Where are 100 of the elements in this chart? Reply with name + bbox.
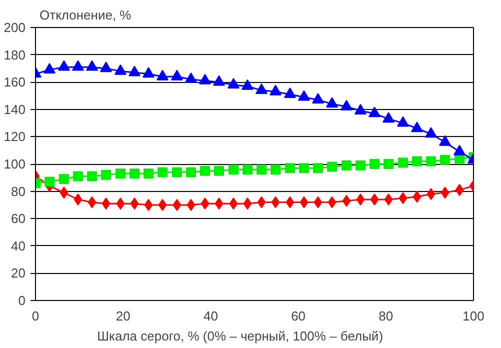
point — [116, 198, 125, 210]
point — [356, 193, 365, 206]
point — [228, 164, 238, 174]
point — [284, 163, 295, 174]
point — [199, 74, 212, 84]
point — [355, 160, 366, 170]
point — [425, 127, 438, 138]
point — [271, 196, 280, 208]
point — [370, 159, 380, 169]
point — [72, 171, 83, 182]
point — [214, 166, 224, 176]
x-tick-label: 60 — [291, 308, 306, 324]
point — [314, 196, 322, 208]
point — [284, 88, 296, 98]
point — [130, 198, 139, 210]
point — [58, 60, 70, 71]
point — [213, 75, 226, 86]
point — [426, 156, 436, 166]
point — [411, 122, 423, 132]
point — [398, 158, 408, 168]
point — [384, 193, 393, 206]
point — [368, 106, 381, 118]
point — [341, 160, 352, 170]
point — [298, 90, 310, 101]
point — [286, 196, 294, 208]
point — [44, 62, 56, 74]
point — [453, 144, 466, 156]
point — [128, 66, 140, 76]
y-tick-label: 20 — [11, 266, 26, 281]
point — [60, 186, 68, 199]
y-tick-label: 100 — [4, 156, 26, 172]
point — [313, 163, 324, 174]
point — [74, 193, 82, 206]
y-tick-label: 40 — [11, 238, 26, 254]
point — [312, 92, 324, 104]
point — [300, 196, 308, 208]
point — [256, 164, 267, 174]
point — [342, 194, 351, 207]
y-tick-label: 80 — [11, 184, 26, 199]
x-tick-label: 40 — [203, 308, 218, 324]
point — [439, 135, 452, 146]
y-tick-label: 60 — [11, 211, 26, 226]
point — [100, 62, 112, 72]
point — [257, 196, 266, 208]
point — [172, 198, 182, 211]
point — [102, 198, 110, 210]
y-tick-label: 160 — [4, 74, 26, 90]
point — [72, 60, 84, 71]
y-tick-label: 120 — [4, 129, 26, 144]
point — [156, 70, 169, 80]
point — [384, 159, 394, 169]
point — [144, 168, 154, 179]
point — [170, 70, 183, 80]
point — [200, 166, 210, 176]
point — [396, 116, 409, 127]
point — [158, 198, 167, 211]
point — [440, 154, 450, 165]
point — [158, 167, 168, 178]
y-tick-label: 180 — [4, 47, 26, 62]
point — [186, 198, 196, 211]
point — [242, 164, 252, 174]
point — [227, 78, 240, 89]
y-axis-title: Отклонение, % — [40, 8, 132, 22]
point — [327, 162, 338, 172]
point — [270, 164, 281, 174]
point — [115, 168, 126, 179]
point — [172, 167, 182, 178]
point — [214, 198, 224, 210]
point — [328, 196, 336, 208]
point — [88, 196, 96, 208]
point — [114, 64, 126, 75]
point — [241, 79, 254, 90]
point — [243, 198, 252, 210]
point — [256, 83, 268, 94]
y-tick-label: 0 — [18, 293, 26, 308]
x-tick-label: 80 — [378, 308, 394, 324]
point — [440, 186, 450, 199]
point — [229, 198, 238, 210]
point — [398, 192, 408, 204]
point — [455, 184, 464, 196]
point — [340, 100, 352, 110]
point — [382, 112, 395, 123]
point — [144, 198, 153, 211]
point — [129, 168, 140, 179]
point — [44, 176, 55, 187]
y-tick-label: 140 — [4, 102, 26, 117]
point — [186, 167, 196, 178]
point — [412, 190, 422, 203]
point — [200, 198, 210, 210]
point — [184, 72, 197, 84]
point — [298, 163, 309, 174]
point — [370, 193, 379, 206]
y-tick-label: 200 — [4, 20, 26, 35]
point — [412, 156, 422, 166]
point — [270, 84, 282, 96]
x-tick-label: 0 — [32, 308, 40, 324]
x-tick-label: 100 — [462, 308, 484, 324]
point — [101, 170, 112, 180]
point — [354, 104, 366, 114]
point — [87, 171, 97, 182]
